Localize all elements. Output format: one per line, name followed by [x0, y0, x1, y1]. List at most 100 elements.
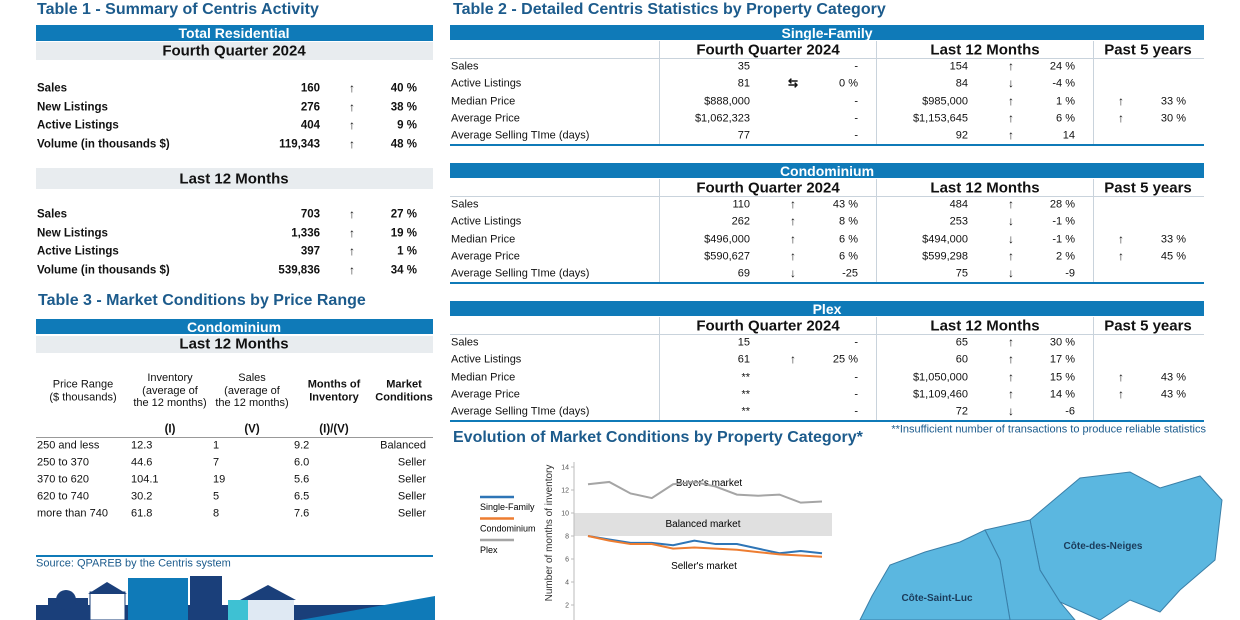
column-header: Inventory (average of the 12 months)	[133, 372, 207, 410]
table-title: Table 1 - Summary of Centris Activity	[37, 0, 319, 18]
trend-arrow: ↑	[349, 225, 355, 240]
band-label: Balanced market	[665, 519, 740, 530]
row-label: Active Listings	[451, 215, 522, 228]
column-header: Fourth Quarter 2024	[696, 317, 840, 335]
cell: -	[854, 388, 858, 401]
cell: 15 %	[1049, 371, 1075, 384]
line	[587, 535, 823, 558]
cell: 33 %	[1160, 95, 1186, 108]
map	[859, 471, 1223, 620]
cell: 43 %	[832, 198, 858, 211]
header-rule	[450, 334, 1204, 335]
cell: -1 %	[1052, 233, 1075, 246]
cell: Seller	[397, 490, 426, 503]
cell: 19	[213, 473, 226, 486]
change: ↑	[1118, 110, 1124, 125]
cell: -	[854, 405, 858, 418]
change: 81	[737, 77, 750, 90]
map-label: Côte-Saint-Luc	[901, 593, 973, 604]
change: 19 %	[390, 226, 417, 239]
change: ↑	[1118, 248, 1124, 263]
change: 72	[955, 405, 968, 418]
y-tick-label: 10	[561, 511, 569, 518]
cell: 43 %	[1160, 371, 1186, 384]
band-label: Condominium	[186, 318, 282, 335]
cell: 61.8	[131, 507, 153, 520]
map-region	[1029, 471, 1223, 620]
section-title: Last 12 Months	[179, 335, 289, 353]
row-label: Average Selling TIme (days)	[451, 267, 590, 280]
row-label: Volume (in thousands $)	[37, 263, 170, 276]
bottom-rule	[36, 555, 433, 557]
change: 69	[737, 267, 750, 280]
column-header: Past 5 years	[1104, 317, 1192, 335]
cell: ↑	[1008, 93, 1014, 108]
row-label: Average Price	[451, 250, 520, 263]
change: 38 %	[390, 100, 417, 113]
row-label: Active Listings	[451, 353, 522, 366]
change: $888,000	[704, 95, 750, 108]
cell: Seller	[397, 507, 426, 520]
trend-arrow: ↑	[349, 262, 355, 277]
cell: -25	[842, 267, 858, 280]
bottom-rule	[450, 144, 1204, 146]
cell: ↑	[1008, 352, 1014, 367]
change: 92	[955, 129, 968, 142]
row-label: Sales	[451, 198, 479, 211]
value: 276	[300, 100, 320, 113]
cell: 9.2	[294, 439, 310, 452]
cell: 1	[213, 439, 220, 452]
change: 35	[737, 60, 750, 73]
cell: 5.6	[294, 473, 310, 486]
value: 539,836	[278, 263, 320, 276]
change: 61	[737, 353, 750, 366]
cell: ↑	[790, 197, 796, 212]
change: 84	[955, 77, 968, 90]
row-label: Active Listings	[37, 245, 119, 258]
change: **	[741, 405, 750, 418]
cell: 6.5	[294, 490, 310, 503]
row-label: New Listings	[37, 100, 108, 113]
trend-arrow: ↑	[349, 244, 355, 259]
cell: ↓	[1008, 231, 1014, 246]
change: 484	[949, 198, 968, 211]
change: **	[741, 371, 750, 384]
row-label: Sales	[37, 208, 68, 221]
change: 40 %	[390, 82, 417, 95]
header-rule	[450, 196, 1204, 197]
band	[36, 25, 433, 41]
cell: 0 %	[839, 77, 858, 90]
cell: 8 %	[839, 215, 858, 228]
row-label: Sales	[451, 60, 479, 73]
value: 404	[300, 119, 320, 132]
cell: 25 %	[832, 353, 858, 366]
row-label: Sales	[37, 82, 68, 95]
row-label: Active Listings	[37, 119, 119, 132]
cell: ↑	[790, 248, 796, 263]
cell: 44.6	[131, 456, 153, 469]
change: $496,000	[704, 233, 750, 246]
column-header: Past 5 years	[1104, 179, 1192, 197]
cell: Balanced	[380, 439, 426, 452]
cell: -	[854, 60, 858, 73]
change: 15	[737, 336, 750, 349]
column-subheader: (I)	[164, 423, 176, 436]
change: 154	[949, 60, 968, 73]
cell: -	[854, 336, 858, 349]
row-label: Average Price	[451, 112, 520, 125]
cell: ↓	[790, 266, 796, 281]
band-label: Plex	[812, 300, 842, 317]
row-label: Median Price	[451, 371, 516, 384]
line	[587, 480, 823, 504]
y-tick-label: 4	[565, 580, 569, 587]
change: **	[741, 388, 750, 401]
trend-arrow: ↑	[349, 81, 355, 96]
cell: 30.2	[131, 490, 153, 503]
balanced-band	[574, 513, 832, 536]
band-label: Condominium	[779, 162, 875, 179]
cell: Seller	[397, 456, 426, 469]
band	[450, 25, 1204, 40]
change: 1 %	[397, 245, 417, 258]
cell: 370 to 620	[37, 473, 89, 486]
